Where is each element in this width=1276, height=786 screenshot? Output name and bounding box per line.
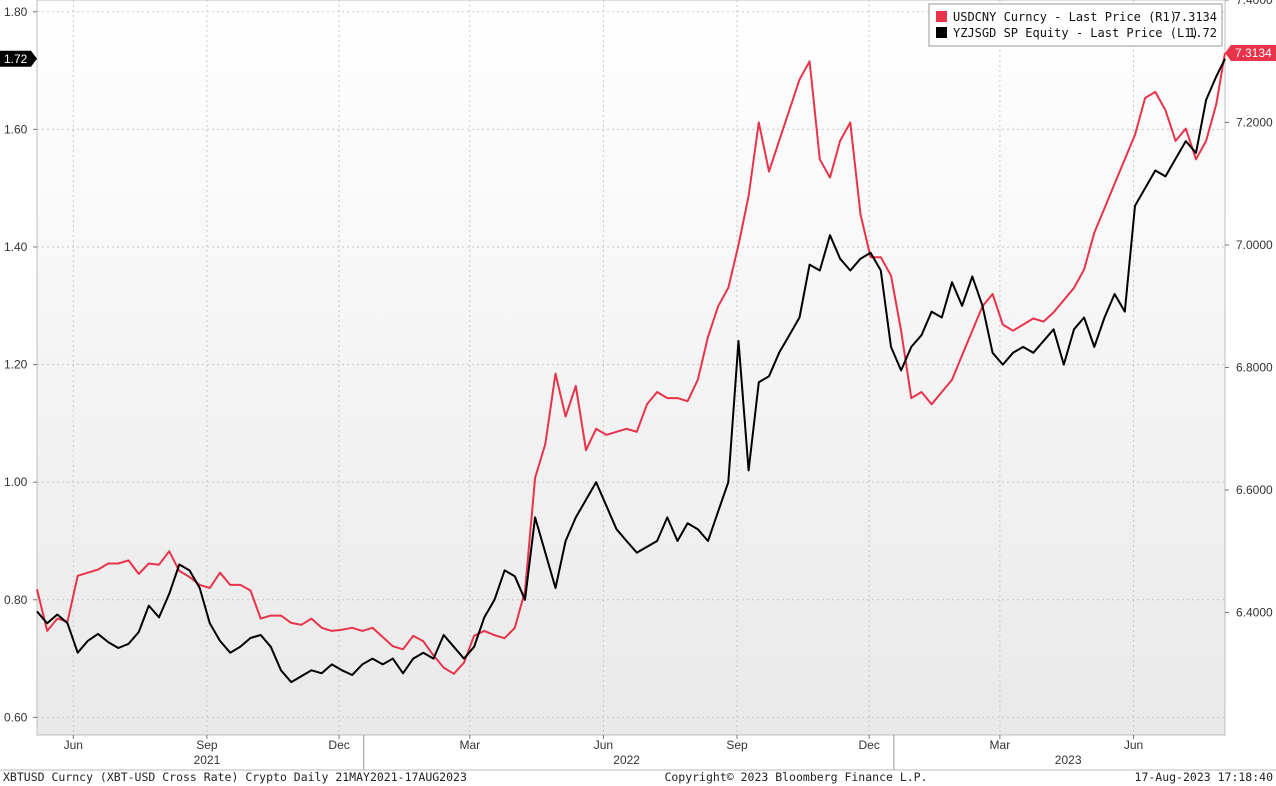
left-tick-label: 1.20 — [4, 358, 28, 372]
legend-swatch-usdcny — [936, 11, 947, 22]
right-tick-label: 7.4000 — [1236, 0, 1273, 7]
legend-label-yzjsgd: YZJSGD SP Equity - Last Price (L1) — [953, 26, 1199, 40]
footer-copyright: Copyright© 2023 Bloomberg Finance L.P. — [664, 770, 927, 784]
x-axis: Jun Sep Dec Mar Jun Sep Dec Mar Jun 2021 2022 2023 — [0, 735, 1276, 771]
right-axis: 6.4000 6.6000 6.8000 7.0000 7.2000 7.4000 — [1225, 0, 1273, 620]
last-value-left-marker — [0, 50, 37, 67]
left-tick-label: 1.00 — [4, 475, 28, 489]
x-month-label: Sep — [726, 738, 748, 752]
legend-value-usdcny: 7.3134 — [1174, 10, 1217, 24]
series-lines — [36, 52, 1226, 684]
legend-label-usdcny: USDCNY Curncy - Last Price (R1) — [953, 10, 1177, 24]
left-axis: 0.60 0.80 1.00 1.20 1.40 1.60 1.80 — [4, 5, 37, 724]
left-tick-label: 0.80 — [4, 593, 28, 607]
x-year-label: 2021 — [194, 753, 221, 767]
footer-timestamp: 17-Aug-2023 17:18:40 — [1135, 770, 1274, 784]
series-yzjsgd-line — [36, 58, 1226, 684]
last-value-left-label: 1.72 — [4, 52, 28, 66]
right-tick-label: 6.8000 — [1236, 361, 1273, 375]
x-month-label: Jun — [1124, 738, 1143, 752]
legend: USDCNY Curncy - Last Price (R1) 7.3134 Y… — [928, 3, 1223, 47]
series-usdcny-line — [36, 52, 1226, 675]
legend-value-yzjsgd: 1.72 — [1188, 26, 1217, 40]
x-month-label: Mar — [990, 738, 1011, 752]
x-month-label: Dec — [328, 738, 349, 752]
left-tick-label: 1.40 — [4, 240, 28, 254]
footer: XBTUSD Curncy (XBT-USD Cross Rate) Crypt… — [3, 770, 1273, 784]
x-month-label: Jun — [594, 738, 613, 752]
left-tick-label: 1.80 — [4, 5, 28, 19]
right-tick-label: 7.0000 — [1236, 238, 1273, 252]
x-year-label: 2022 — [613, 753, 640, 767]
last-value-right-label: 7.3134 — [1235, 46, 1272, 60]
plot-area — [36, 0, 1226, 736]
left-tick-label: 0.60 — [4, 710, 28, 724]
footer-security: XBTUSD Curncy (XBT-USD Cross Rate) Crypt… — [3, 770, 467, 784]
right-tick-label: 6.6000 — [1236, 483, 1273, 497]
right-tick-label: 6.4000 — [1236, 606, 1273, 620]
x-month-label: Dec — [859, 738, 880, 752]
x-year-label: 2023 — [1055, 753, 1082, 767]
x-month-label: Jun — [64, 738, 83, 752]
last-value-markers: 1.72 7.3134 — [0, 45, 1276, 67]
last-value-right-marker — [1225, 45, 1276, 62]
x-month-label: Sep — [196, 738, 218, 752]
x-month-label: Mar — [459, 738, 480, 752]
left-tick-label: 1.60 — [4, 122, 28, 136]
legend-swatch-yzjsgd — [936, 27, 947, 38]
legend-box — [928, 3, 1223, 47]
right-tick-label: 7.2000 — [1236, 116, 1273, 130]
